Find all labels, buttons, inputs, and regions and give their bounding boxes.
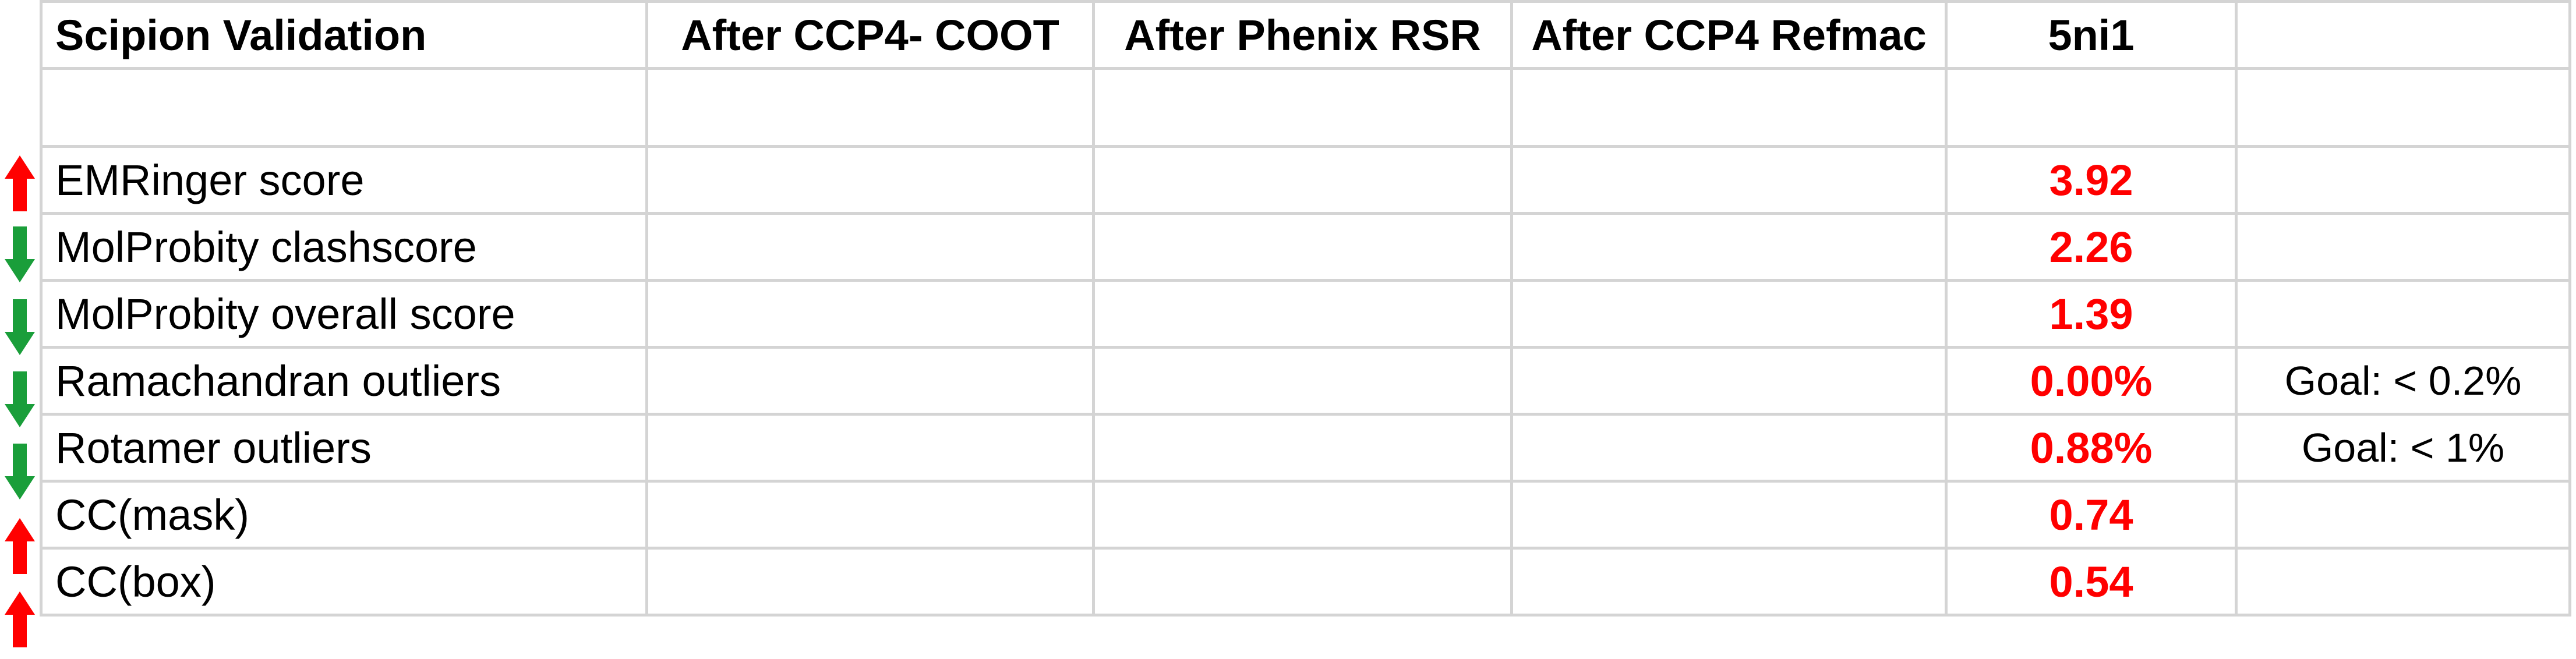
empty-row	[40, 67, 2571, 148]
empty-cell[interactable]	[1510, 547, 1948, 617]
metric-note[interactable]	[2235, 279, 2571, 349]
empty-cell[interactable]	[1092, 480, 1513, 550]
row-ramachandran-outliers: Ramachandran outliers 0.00% Goal: < 0.2%	[40, 346, 2571, 416]
header-row: Scipion Validation After CCP4- COOT Afte…	[40, 0, 2571, 70]
metric-label[interactable]: MolProbity overall score	[40, 279, 648, 349]
header-after-ccp4-refmac[interactable]: After CCP4 Refmac	[1510, 0, 1948, 70]
up-arrow-icon	[5, 155, 35, 211]
empty-cell[interactable]	[2235, 67, 2571, 148]
metric-value[interactable]: 1.39	[1945, 279, 2238, 349]
metric-note[interactable]	[2235, 547, 2571, 617]
metric-label[interactable]: Ramachandran outliers	[40, 346, 648, 416]
row-molprobity-overall-score: MolProbity overall score 1.39	[40, 279, 2571, 349]
down-arrow-icon	[5, 226, 35, 282]
empty-cell[interactable]	[1092, 67, 1513, 148]
metric-label[interactable]: MolProbity clashscore	[40, 212, 648, 282]
empty-cell[interactable]	[1510, 212, 1948, 282]
metric-value[interactable]: 0.88%	[1945, 413, 2238, 483]
empty-cell[interactable]	[1092, 145, 1513, 215]
empty-cell[interactable]	[645, 67, 1095, 148]
metric-note[interactable]: Goal: < 1%	[2235, 413, 2571, 483]
trend-arrow-column	[0, 0, 40, 659]
header-notes[interactable]	[2235, 0, 2571, 70]
row-cc-box: CC(box) 0.54	[40, 547, 2571, 617]
empty-cell[interactable]	[1092, 279, 1513, 349]
metric-note[interactable]	[2235, 212, 2571, 282]
header-scipion-validation[interactable]: Scipion Validation	[40, 0, 648, 70]
empty-cell[interactable]	[1510, 279, 1948, 349]
down-arrow-icon	[5, 299, 35, 355]
metric-label[interactable]: Rotamer outliers	[40, 413, 648, 483]
metric-value[interactable]: 3.92	[1945, 145, 2238, 215]
empty-cell[interactable]	[1510, 67, 1948, 148]
metric-value[interactable]: 0.74	[1945, 480, 2238, 550]
empty-cell[interactable]	[645, 145, 1095, 215]
metric-label[interactable]: CC(box)	[40, 547, 648, 617]
metric-label[interactable]: CC(mask)	[40, 480, 648, 550]
down-arrow-icon	[5, 444, 35, 499]
empty-cell[interactable]	[645, 279, 1095, 349]
header-after-phenix-rsr[interactable]: After Phenix RSR	[1092, 0, 1513, 70]
row-emringer-score: EMRinger score 3.92	[40, 145, 2571, 215]
up-arrow-icon	[5, 591, 35, 647]
empty-cell[interactable]	[1092, 346, 1513, 416]
metric-label[interactable]: EMRinger score	[40, 145, 648, 215]
metric-note[interactable]	[2235, 480, 2571, 550]
empty-cell[interactable]	[645, 547, 1095, 617]
empty-cell[interactable]	[645, 480, 1095, 550]
row-molprobity-clashscore: MolProbity clashscore 2.26	[40, 212, 2571, 282]
row-rotamer-outliers: Rotamer outliers 0.88% Goal: < 1%	[40, 413, 2571, 483]
empty-cell[interactable]	[645, 346, 1095, 416]
header-5ni1[interactable]: 5ni1	[1945, 0, 2238, 70]
empty-cell[interactable]	[645, 212, 1095, 282]
empty-cell[interactable]	[1510, 413, 1948, 483]
empty-cell[interactable]	[1092, 547, 1513, 617]
metric-value[interactable]: 2.26	[1945, 212, 2238, 282]
down-arrow-icon	[5, 371, 35, 427]
header-after-ccp4-coot[interactable]: After CCP4- COOT	[645, 0, 1095, 70]
metric-note[interactable]: Goal: < 0.2%	[2235, 346, 2571, 416]
empty-cell[interactable]	[1092, 413, 1513, 483]
empty-cell[interactable]	[1510, 480, 1948, 550]
empty-cell[interactable]	[1510, 346, 1948, 416]
metric-value[interactable]: 0.00%	[1945, 346, 2238, 416]
empty-cell[interactable]	[645, 413, 1095, 483]
empty-cell[interactable]	[1945, 67, 2238, 148]
empty-cell[interactable]	[1092, 212, 1513, 282]
validation-table: Scipion Validation After CCP4- COOT Afte…	[40, 0, 2571, 617]
metric-value[interactable]: 0.54	[1945, 547, 2238, 617]
up-arrow-icon	[5, 518, 35, 574]
empty-cell[interactable]	[40, 67, 648, 148]
empty-cell[interactable]	[1510, 145, 1948, 215]
metric-note[interactable]	[2235, 145, 2571, 215]
row-cc-mask: CC(mask) 0.74	[40, 480, 2571, 550]
